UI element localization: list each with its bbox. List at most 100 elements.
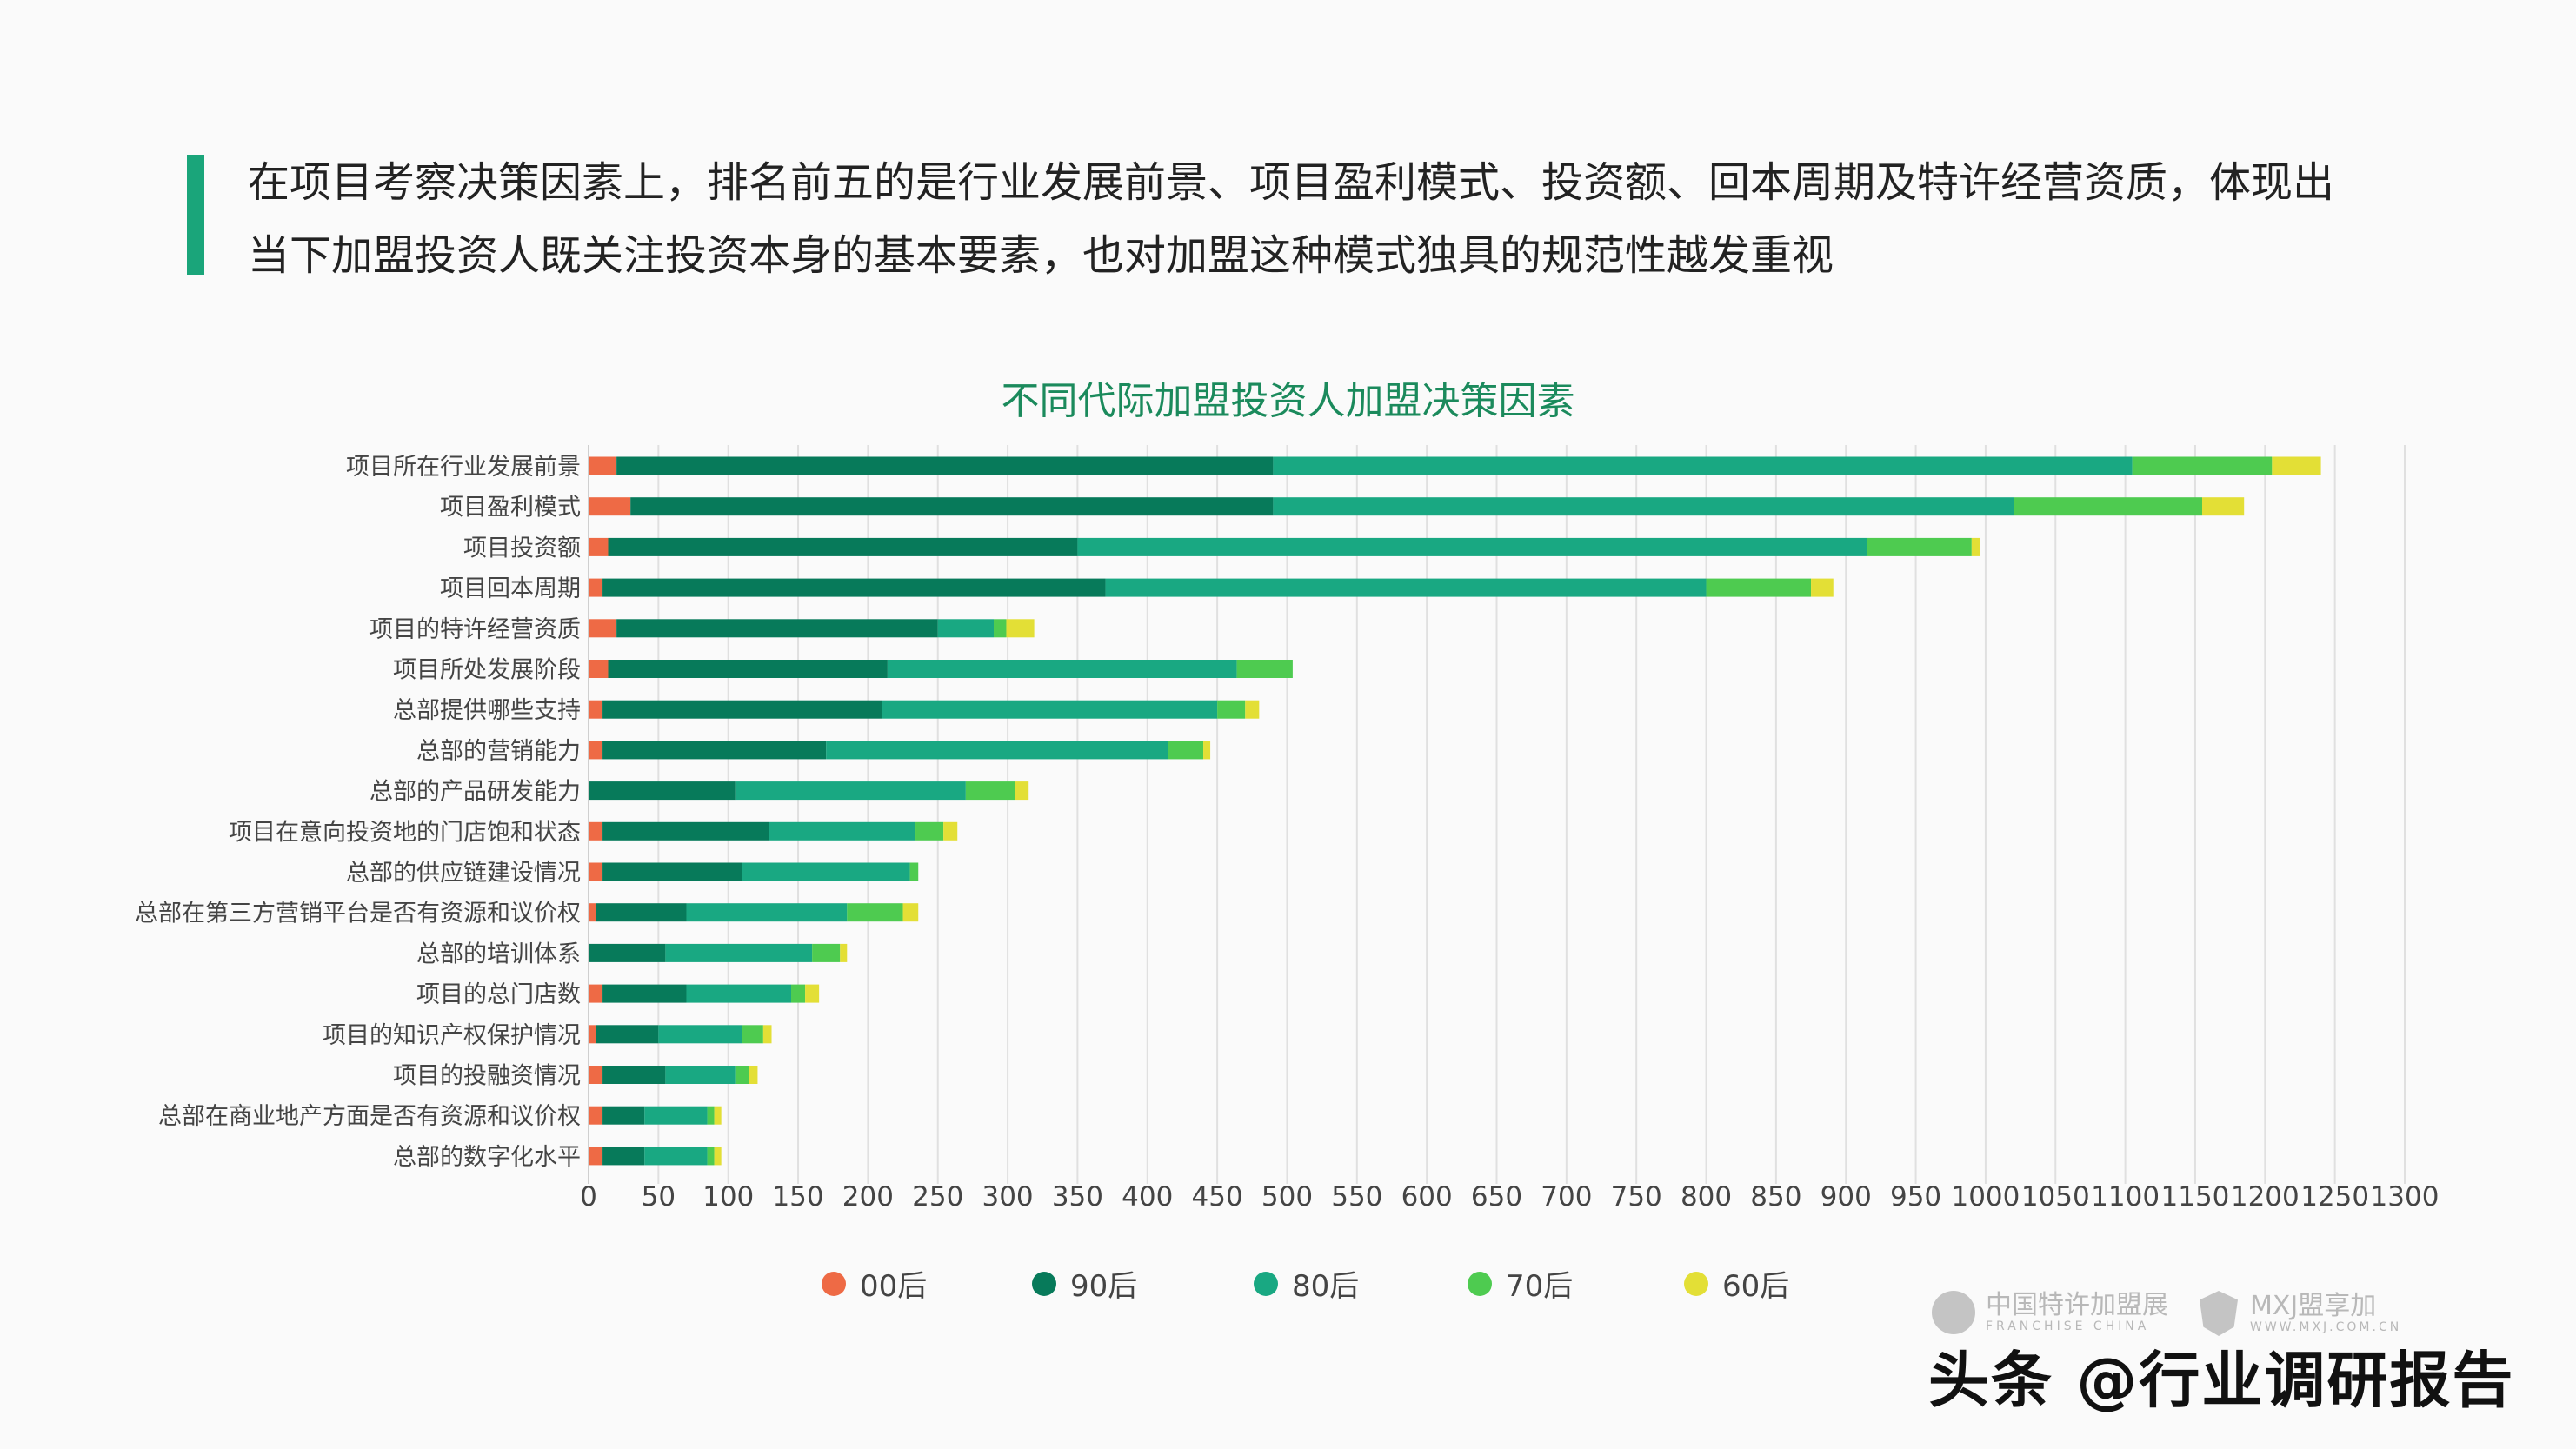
- mxj-shield-icon: [2200, 1291, 2238, 1336]
- bar-segment-60后: [714, 1106, 722, 1125]
- bar-segment-60后: [2201, 497, 2245, 516]
- bar-segment-70后: [707, 1106, 715, 1125]
- bar-segment-80后: [1273, 497, 2014, 516]
- bar-segment-90后: [602, 1106, 645, 1125]
- bar-segment-00后: [589, 497, 631, 516]
- bar-segment-00后: [589, 700, 603, 719]
- category-label: 总部在商业地产方面是否有资源和议价权: [158, 1103, 581, 1130]
- bar-segment-90后: [602, 821, 769, 841]
- bar-segment-80后: [686, 903, 848, 922]
- legend-label: 80后: [1292, 1269, 1360, 1304]
- legend: 00后 90后 80后 70后 60后: [0, 1262, 2576, 1306]
- bar-segment-00后: [589, 903, 596, 922]
- x-tick-label: 700: [1541, 1181, 1592, 1213]
- franchise-china-watermark: 中国特许加盟展 FRANCHISE CHINA: [1932, 1291, 2168, 1334]
- org1-en: FRANCHISE CHINA: [1986, 1319, 2150, 1333]
- bar-segment-90后: [602, 1147, 645, 1166]
- bar-segment-80后: [665, 1066, 736, 1084]
- bar-segment-90后: [630, 497, 1274, 516]
- bar-segment-00后: [589, 1106, 603, 1125]
- x-tick-label: 800: [1681, 1181, 1732, 1213]
- bar-segment-90后: [602, 1066, 666, 1084]
- legend-item: 00后: [822, 1262, 927, 1305]
- x-tick-label: 950: [1890, 1181, 1941, 1213]
- bar-segment-70后: [1706, 578, 1812, 597]
- bar-segment-80后: [1077, 537, 1867, 556]
- legend-swatch-icon: [1254, 1271, 1278, 1296]
- bar-segment-60后: [1971, 537, 1980, 556]
- bar-segment-80后: [826, 741, 1168, 760]
- intro-line-2: 当下加盟投资人既关注投资本身的基本要素，也对加盟这种模式独具的规范性越发重视: [248, 231, 1834, 280]
- bar-segment-60后: [714, 1147, 722, 1166]
- accent-bar: [187, 155, 204, 275]
- bar-segment-90后: [602, 700, 882, 719]
- bar-segment-60后: [840, 943, 848, 962]
- bar-segment-80后: [769, 821, 916, 841]
- mxj-watermark: MXJ盟享加 WWW.MXJ.COM.CN: [2200, 1291, 2401, 1336]
- bar-segment-60后: [1811, 578, 1834, 597]
- x-tick-label: 450: [1192, 1181, 1243, 1213]
- x-tick-label: 1000: [1951, 1181, 2020, 1213]
- bar-segment-80后: [887, 660, 1237, 678]
- bar-segment-90后: [589, 781, 736, 801]
- legend-item: 80后: [1254, 1262, 1359, 1305]
- bar-segment-60后: [1245, 700, 1260, 719]
- bar-segment-60后: [943, 821, 958, 841]
- bar-segment-80后: [735, 781, 966, 801]
- bar-segment-80后: [665, 943, 813, 962]
- category-label: 项目所在行业发展前景: [346, 454, 581, 481]
- legend-label: 90后: [1070, 1269, 1138, 1304]
- author-watermark: 头条 @行业调研报告: [1928, 1345, 2515, 1416]
- legend-item: 90后: [1032, 1262, 1137, 1305]
- bar-segment-90后: [608, 660, 888, 678]
- x-tick-label: 200: [842, 1181, 894, 1213]
- x-tick-label: 1250: [2300, 1181, 2369, 1213]
- bar-segment-70后: [1867, 537, 1972, 556]
- legend-swatch-icon: [1684, 1271, 1708, 1296]
- x-tick-label: 850: [1750, 1181, 1801, 1213]
- intro-line-1: 在项目考察决策因素上，排名前五的是行业发展前景、项目盈利模式、投资额、回本周期及…: [248, 158, 2335, 207]
- bar-segment-00后: [589, 660, 609, 678]
- bar-segment-90后: [596, 1025, 659, 1044]
- bar-segment-80后: [937, 619, 995, 638]
- org2-name: MXJ盟享加: [2250, 1291, 2377, 1321]
- x-tick-label: 650: [1471, 1181, 1522, 1213]
- x-tick-label: 1100: [2091, 1181, 2160, 1213]
- x-tick-label: 400: [1122, 1181, 1173, 1213]
- bar-segment-00后: [589, 984, 603, 1003]
- bar-segment-60后: [902, 903, 919, 922]
- bar-segment-60后: [2272, 456, 2321, 475]
- bar-segment-70后: [812, 943, 841, 962]
- x-tick-label: 1200: [2231, 1181, 2300, 1213]
- bar-segment-00后: [589, 862, 603, 881]
- legend-label: 60后: [1722, 1269, 1790, 1304]
- x-tick-label: 300: [982, 1181, 1033, 1213]
- legend-swatch-icon: [1468, 1271, 1492, 1296]
- category-label: 总部的产品研发能力: [369, 779, 581, 806]
- category-label: 总部的营销能力: [416, 738, 581, 765]
- x-tick-label: 250: [912, 1181, 963, 1213]
- intro-text: 在项目考察决策因素上，排名前五的是行业发展前景、项目盈利模式、投资额、回本周期及…: [248, 146, 2421, 292]
- bar-segment-70后: [2014, 497, 2202, 516]
- legend-item: 70后: [1468, 1262, 1573, 1305]
- x-tick-label: 1150: [2161, 1181, 2230, 1213]
- bar-segment-70后: [742, 1025, 763, 1044]
- x-tick-label: 1050: [2021, 1181, 2090, 1213]
- bar-segment-90后: [589, 943, 666, 962]
- bar-segment-00后: [589, 741, 603, 760]
- bar-segment-00后: [589, 537, 609, 556]
- org2-url: WWW.MXJ.COM.CN: [2250, 1320, 2402, 1334]
- x-tick-label: 100: [702, 1181, 754, 1213]
- bar-segment-00后: [589, 619, 617, 638]
- bar-segment-90后: [602, 741, 827, 760]
- category-label: 项目的特许经营资质: [369, 616, 581, 643]
- bar-segment-70后: [994, 619, 1007, 638]
- bar-segment-80后: [1273, 456, 2133, 475]
- bar-segment-80后: [1105, 578, 1707, 597]
- bar-segment-00后: [589, 1025, 596, 1044]
- category-label: 项目的投融资情况: [393, 1063, 581, 1090]
- category-label: 项目所处发展阶段: [393, 657, 581, 684]
- x-tick-label: 1300: [2371, 1181, 2440, 1213]
- x-tick-label: 50: [642, 1181, 676, 1213]
